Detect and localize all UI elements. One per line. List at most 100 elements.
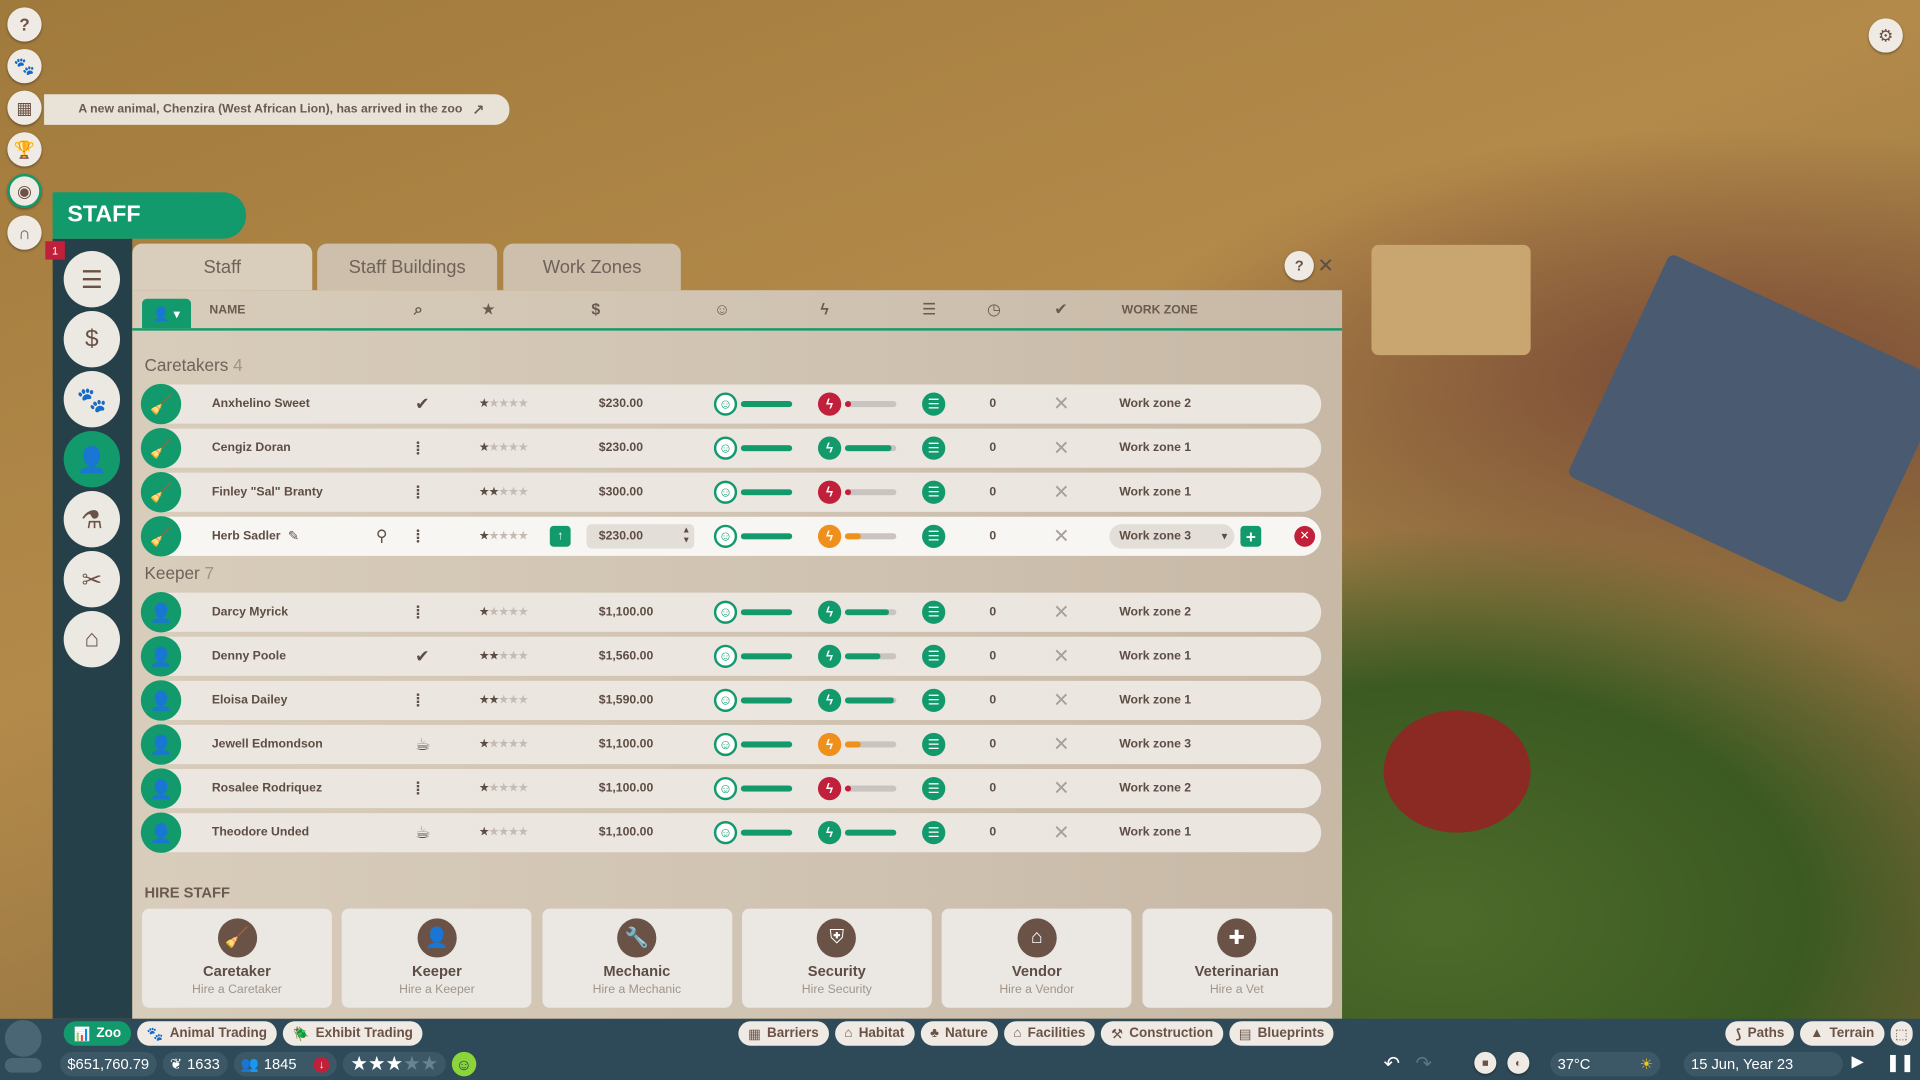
guests-display[interactable]: 👥 1845 ↓ — [233, 1051, 337, 1077]
sidebar-breeding-icon[interactable]: ✂ — [63, 551, 121, 608]
edit-name-pencil-icon[interactable]: ✎ — [287, 529, 300, 545]
hire-mechanic-button[interactable]: 🔧 Mechanic Hire a Mechanic — [541, 908, 732, 1008]
staff-name[interactable]: Eloisa Dailey — [211, 693, 288, 708]
sidebar-finance-icon[interactable]: $ — [63, 311, 121, 368]
staff-name[interactable]: Herb Sadler — [211, 529, 281, 544]
tasks-list-icon[interactable]: ☰ — [922, 776, 946, 801]
staff-name[interactable]: Cengiz Doran — [211, 441, 291, 455]
staff-name[interactable]: Jewell Edmondson — [211, 737, 323, 752]
build-construction[interactable]: ⚒ Construction — [1101, 1021, 1223, 1046]
camera-icon[interactable]: ■ — [1474, 1051, 1497, 1074]
work-zone-dropdown[interactable] — [1109, 524, 1235, 549]
column-name[interactable]: NAME — [209, 303, 246, 318]
hire-caretaker-button[interactable]: 🧹 Caretaker Hire a Caretaker — [142, 908, 332, 1008]
build-nature[interactable]: ♣ Nature — [920, 1021, 998, 1046]
pause-icon[interactable]: ❚❚ — [1885, 1051, 1915, 1072]
column-time-clock-icon[interactable]: ◷ — [986, 300, 1001, 319]
column-search-icon[interactable]: ⌕ — [413, 300, 423, 319]
promote-up-arrow-icon[interactable]: ↑ — [549, 525, 571, 547]
staff-row[interactable]: 👤 Jewell Edmondson ☕ ★★★★★ $1,100.00 ☺ ϟ… — [140, 724, 1322, 765]
column-salary-dollar-icon[interactable]: $ — [591, 300, 601, 319]
column-happiness-icon[interactable]: ☺ — [713, 300, 731, 319]
tab-staff[interactable]: Staff — [132, 243, 313, 291]
staff-row[interactable]: 👤 Denny Poole ✔ ★★★★★ $1,560.00 ☺ ϟ ☰ 0 … — [140, 636, 1322, 677]
build-blueprints[interactable]: ▤ Blueprints — [1228, 1021, 1335, 1046]
fast-forward-icon[interactable]: ▶ — [1851, 1051, 1864, 1071]
locate-pin-icon[interactable]: ⚲ — [375, 526, 388, 545]
help-icon[interactable]: ? — [7, 7, 42, 42]
staff-name[interactable]: Rosalee Rodriquez — [211, 781, 323, 796]
sidebar-staff-icon[interactable]: 👤 — [63, 431, 121, 488]
tasks-list-icon[interactable]: ☰ — [922, 821, 946, 845]
salary-stepper[interactable] — [586, 524, 695, 549]
tasks-list-icon[interactable]: ☰ — [922, 732, 946, 757]
salary-stepper-arrows-icon[interactable]: ▲ ▼ — [682, 526, 691, 545]
sidebar-overview-icon[interactable]: ☰ — [63, 251, 121, 308]
staff-type-filter[interactable]: 👤 ▾ — [142, 298, 192, 329]
redo-icon[interactable]: ↷ — [1415, 1054, 1432, 1076]
notification-banner[interactable]: A new animal, Chenzira (West African Lio… — [44, 94, 510, 125]
column-rating-star-icon[interactable]: ★ — [481, 300, 496, 319]
staff-row[interactable]: 👤 Eloisa Dailey ⁞ ★★★★★ $1,590.00 ☺ ϟ ☰ … — [140, 680, 1322, 721]
staff-row[interactable]: 👤 Darcy Myrick ⁞ ★★★★★ $1,100.00 ☺ ϟ ☰ 0… — [140, 592, 1322, 633]
tasks-list-icon[interactable]: ☰ — [922, 600, 946, 624]
column-work-zone[interactable]: WORK ZONE — [1121, 303, 1198, 318]
tasks-list-icon[interactable]: ☰ — [922, 524, 946, 548]
column-check-icon[interactable]: ✔ — [1054, 300, 1068, 319]
sidebar-shops-icon[interactable]: ⌂ — [63, 611, 121, 668]
staff-row[interactable]: 🧹 Finley "Sal" Branty ⁞ ★★★★★ $300.00 ☺ … — [140, 472, 1322, 513]
staff-row[interactable]: 🧹 Cengiz Doran ⁞ ★★★★★ $230.00 ☺ ϟ ☰ 0 ✕… — [140, 427, 1322, 469]
tasks-list-icon[interactable]: ☰ — [922, 688, 946, 713]
tab-staff-buildings[interactable]: Staff Buildings — [317, 243, 498, 291]
hire-security-button[interactable]: ⛨ Security Hire Security — [741, 908, 932, 1008]
tasks-list-icon[interactable]: ☰ — [922, 644, 946, 668]
column-tasks-icon[interactable]: ☰ — [922, 300, 937, 319]
close-button[interactable]: ✕ — [1317, 255, 1334, 277]
build-terrain[interactable]: ▲ Terrain — [1800, 1021, 1885, 1046]
eye-icon[interactable]: ◉ — [7, 173, 42, 209]
build-barriers[interactable]: ▦ Barriers — [738, 1021, 829, 1046]
staff-name[interactable]: Finley "Sal" Branty — [211, 485, 323, 499]
settings-gear-icon[interactable]: ⚙ — [1868, 18, 1903, 53]
add-work-zone-plus-icon[interactable]: + — [1240, 525, 1262, 547]
tasks-list-icon[interactable]: ☰ — [922, 392, 946, 416]
undo-icon[interactable]: ↶ — [1383, 1054, 1401, 1076]
fire-staff-x-icon[interactable]: ✕ — [1294, 525, 1316, 547]
hire-keeper-button[interactable]: 👤 Keeper Hire a Keeper — [341, 908, 532, 1008]
external-link-icon[interactable]: ↗ — [472, 101, 485, 119]
staff-row[interactable]: 🧹 Anxhelino Sweet ✔ ★★★★★ $230.00 ☺ ϟ ☰ … — [140, 383, 1322, 425]
hire-vendor-button[interactable]: ⌂ Vendor Hire a Vendor — [941, 908, 1132, 1008]
zoopedia-icon[interactable]: 🐾 — [7, 48, 42, 84]
select-area-icon[interactable]: ⬚ — [1890, 1021, 1913, 1046]
help-button[interactable]: ? — [1284, 251, 1314, 281]
build-paths[interactable]: ⟆ Paths — [1725, 1021, 1795, 1046]
tasks-list-icon[interactable]: ☰ — [922, 480, 946, 504]
zoo-rating[interactable]: ★★★★★ — [343, 1051, 446, 1077]
day-night-icon[interactable]: ◐ — [1507, 1051, 1530, 1074]
trophy-icon[interactable]: 🏆 — [7, 132, 42, 167]
staff-row[interactable]: 👤 Theodore Unded ☕ ★★★★★ $1,100.00 ☺ ϟ ☰… — [140, 812, 1322, 853]
build-facilities[interactable]: ⌂ Facilities — [1003, 1021, 1096, 1046]
headphones-icon[interactable]: ∩ — [7, 215, 42, 250]
calendar-icon[interactable]: ▦ — [7, 90, 42, 125]
column-energy-icon[interactable]: ϟ — [820, 300, 829, 319]
camera-mode-icon[interactable] — [4, 1020, 42, 1057]
staff-name[interactable]: Darcy Myrick — [211, 605, 289, 619]
build-habitat[interactable]: ⌂ Habitat — [834, 1021, 915, 1046]
chevron-down-icon[interactable]: ▼ — [1219, 530, 1230, 542]
staff-name[interactable]: Denny Poole — [211, 649, 287, 664]
tasks-list-icon[interactable]: ☰ — [922, 436, 946, 460]
staff-row[interactable]: 👤 Rosalee Rodriquez ⁞ ★★★★★ $1,100.00 ☺ … — [140, 768, 1322, 809]
hire-veterinarian-button[interactable]: ✚ Veterinarian Hire a Vet — [1141, 908, 1332, 1008]
work-zone[interactable]: Work zone 3 — [1119, 529, 1192, 544]
tab-work-zones[interactable]: Work Zones — [503, 243, 681, 291]
staff-row[interactable]: 🧹 Herb Sadler ✎ ⚲ ⁞ ★★★★★ ↑ ▲ ▼ $230.00 ☺ ϟ… — [140, 516, 1322, 557]
staff-name[interactable]: Theodore Unded — [211, 825, 310, 840]
mode-exhibit-trading[interactable]: 🪲 Exhibit Trading — [282, 1021, 423, 1046]
mode-zoo[interactable]: 📊 Zoo — [63, 1021, 131, 1046]
sidebar-animals-icon[interactable]: 🐾 — [63, 371, 121, 428]
staff-name[interactable]: Anxhelino Sweet — [211, 397, 310, 411]
sidebar-research-icon[interactable]: ⚗ — [63, 491, 121, 548]
mode-animal-trading[interactable]: 🐾 Animal Trading — [136, 1021, 277, 1046]
guest-happiness-icon[interactable]: ☺ — [451, 1051, 477, 1077]
